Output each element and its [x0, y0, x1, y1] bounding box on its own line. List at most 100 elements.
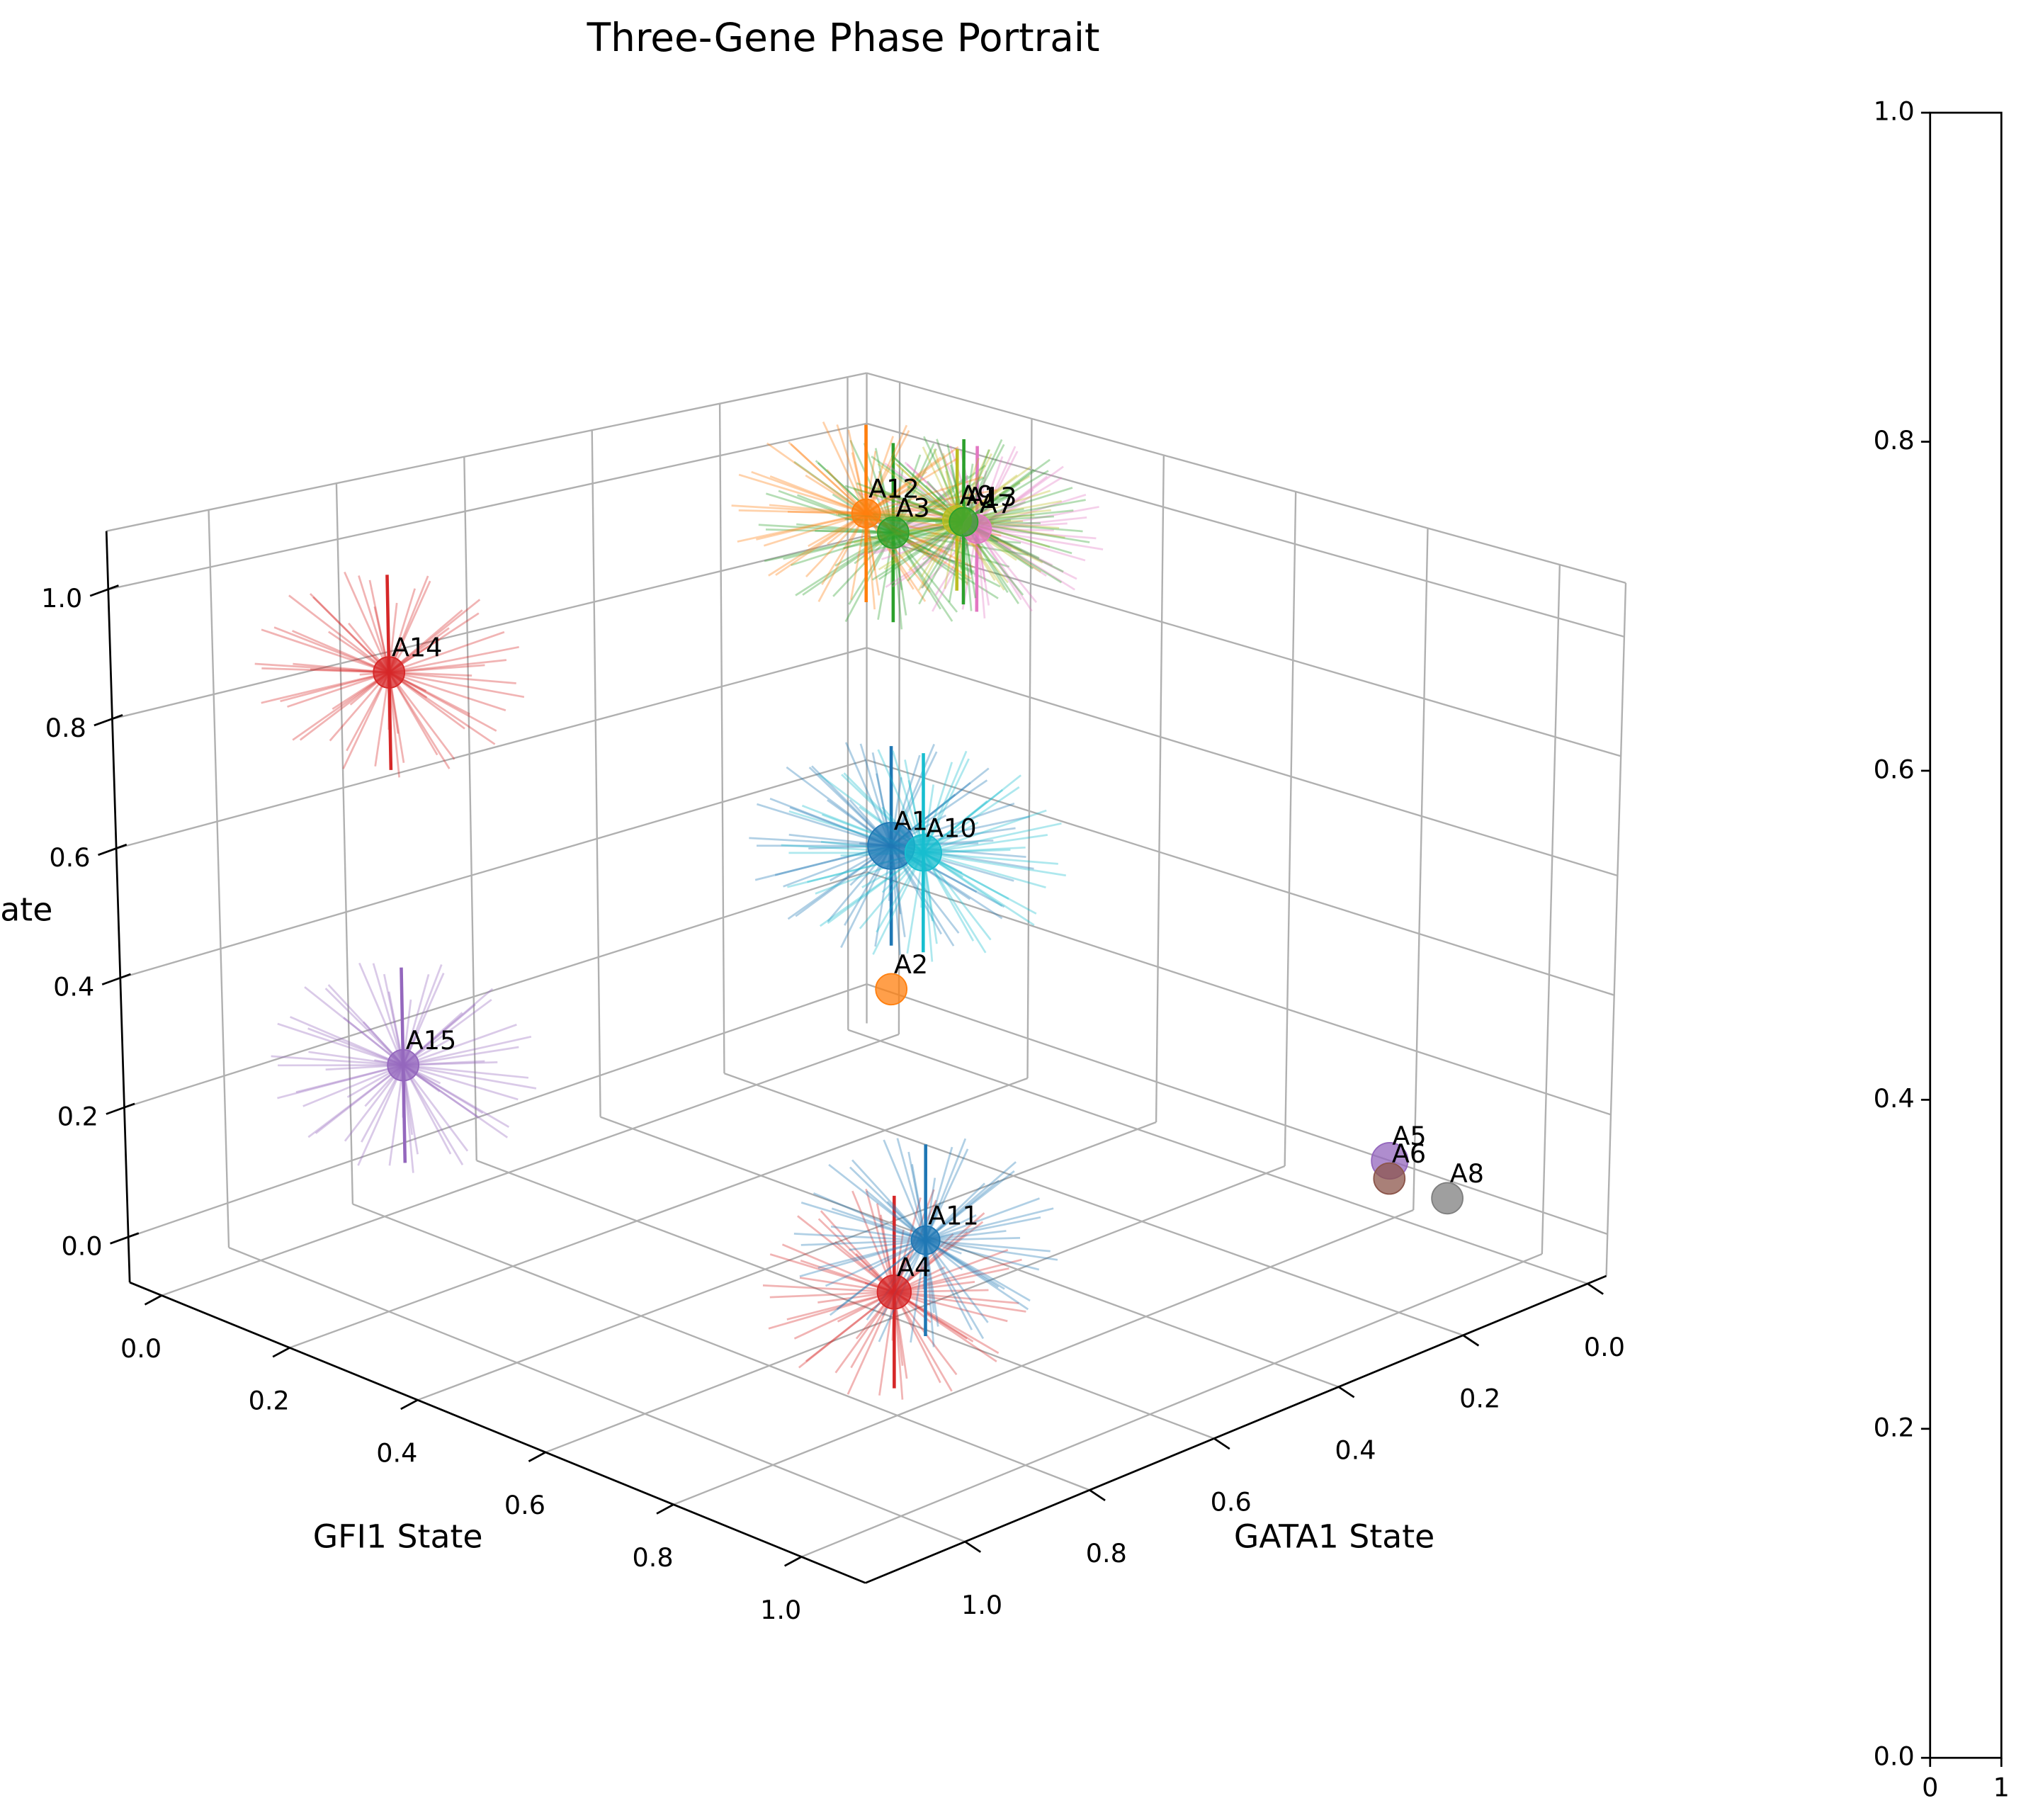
point — [851, 498, 881, 529]
spray-line — [280, 671, 390, 703]
point — [910, 1225, 941, 1255]
spray-line — [923, 852, 1046, 889]
spray-line — [402, 1036, 532, 1066]
spray-line — [388, 645, 519, 674]
point — [876, 1274, 912, 1310]
spray-line — [922, 786, 1020, 854]
y-axis-label: GFI1 State — [313, 1518, 483, 1556]
x-axis — [865, 1274, 1607, 1584]
spray-line — [402, 998, 492, 1066]
spray-line — [977, 516, 1087, 530]
grid-line — [600, 1116, 1340, 1388]
spray-line — [738, 473, 867, 515]
spray-line — [872, 852, 924, 955]
spray-line — [820, 1210, 895, 1293]
spray-line — [865, 456, 942, 514]
spray-line — [924, 1148, 969, 1241]
grid-line — [1284, 492, 1297, 1167]
grid-line — [1413, 528, 1429, 1211]
spray-line — [924, 1239, 989, 1323]
spray-line — [924, 1170, 1015, 1241]
spray-line — [925, 1197, 1040, 1241]
spray-line — [402, 1064, 529, 1079]
z-tick-label: 0.8 — [45, 713, 86, 743]
grid-line — [352, 1203, 1090, 1491]
spray-line — [963, 439, 1003, 523]
colorbar-tick-label: 0.4 — [1874, 1083, 1915, 1114]
spray-line — [738, 509, 866, 515]
grid-line — [1541, 565, 1561, 1255]
spray-line — [756, 512, 866, 541]
point — [387, 1049, 419, 1082]
x-tick — [1462, 1334, 1480, 1347]
colorbar-tick-label: 0.2 — [1874, 1412, 1915, 1442]
spray-line — [925, 1239, 1051, 1253]
grid-line — [724, 1073, 1464, 1336]
spray-line — [402, 1064, 537, 1090]
spray-line — [893, 1291, 1008, 1323]
spray-line — [975, 446, 1017, 530]
spray-line — [829, 1239, 927, 1316]
spray-line — [292, 630, 390, 674]
spray-line — [924, 1239, 1005, 1290]
spray-line — [893, 531, 1001, 588]
spray-line — [976, 465, 1064, 530]
grid-line — [591, 430, 601, 1117]
colorbar-x-tick-label: 0 — [1922, 1773, 1938, 1803]
chart-title: Three-Gene Phase Portrait — [587, 15, 1100, 60]
y-tick-label: 1.0 — [760, 1595, 801, 1625]
grid-line — [866, 759, 1615, 996]
y-axis — [129, 1281, 866, 1584]
grid-line — [718, 403, 725, 1074]
spray-line — [865, 424, 908, 514]
spray-line — [271, 1055, 404, 1066]
spray-line — [402, 963, 443, 1066]
spray-line — [799, 1239, 926, 1277]
grid-line — [124, 871, 867, 1109]
spray-line — [790, 443, 867, 514]
spray-line — [922, 809, 1047, 854]
spray-line — [388, 671, 525, 699]
spray-line — [737, 512, 866, 543]
y-tick-label: 0.2 — [249, 1386, 290, 1416]
z-tick — [101, 973, 131, 985]
x-tick — [1089, 1489, 1106, 1502]
spray-line — [781, 1243, 895, 1294]
spray-line — [925, 1207, 1054, 1242]
spray-line — [800, 1239, 926, 1246]
z-tick — [106, 1102, 135, 1115]
spray-line — [847, 1291, 895, 1395]
spray-line — [836, 424, 867, 514]
spray-line — [849, 439, 895, 533]
point-label: A14 — [392, 633, 443, 663]
spray-line — [786, 1291, 895, 1321]
point-label: A4 — [897, 1252, 931, 1282]
spray-line — [817, 1218, 895, 1293]
spray-line — [290, 1016, 404, 1066]
spray-line — [844, 532, 895, 623]
x-tick-label: 0.6 — [1211, 1486, 1252, 1517]
spray-line — [813, 1192, 927, 1241]
x-tick — [1587, 1282, 1604, 1295]
spray-line — [402, 1064, 510, 1129]
spray-line — [402, 1064, 469, 1152]
z-tick — [110, 1232, 140, 1245]
spray-line — [388, 671, 497, 732]
z-tick-label: 1.0 — [41, 583, 82, 614]
x-tick-label: 0.0 — [1584, 1332, 1625, 1362]
spray-line — [893, 531, 1029, 556]
y-tick-label: 0.4 — [376, 1437, 417, 1468]
y-tick — [400, 1398, 419, 1411]
grid-line — [115, 647, 867, 849]
spray-line — [924, 1240, 973, 1330]
spray-line — [851, 1190, 895, 1293]
colorbar-x-tick-label: 1 — [1993, 1773, 2010, 1803]
grid-line — [800, 1253, 1543, 1558]
grid-line — [228, 1246, 966, 1543]
spray-line — [287, 671, 390, 708]
spray-line — [830, 1225, 926, 1242]
grid-line — [898, 382, 901, 1034]
spray-line — [387, 575, 429, 673]
spray-line — [769, 504, 866, 515]
